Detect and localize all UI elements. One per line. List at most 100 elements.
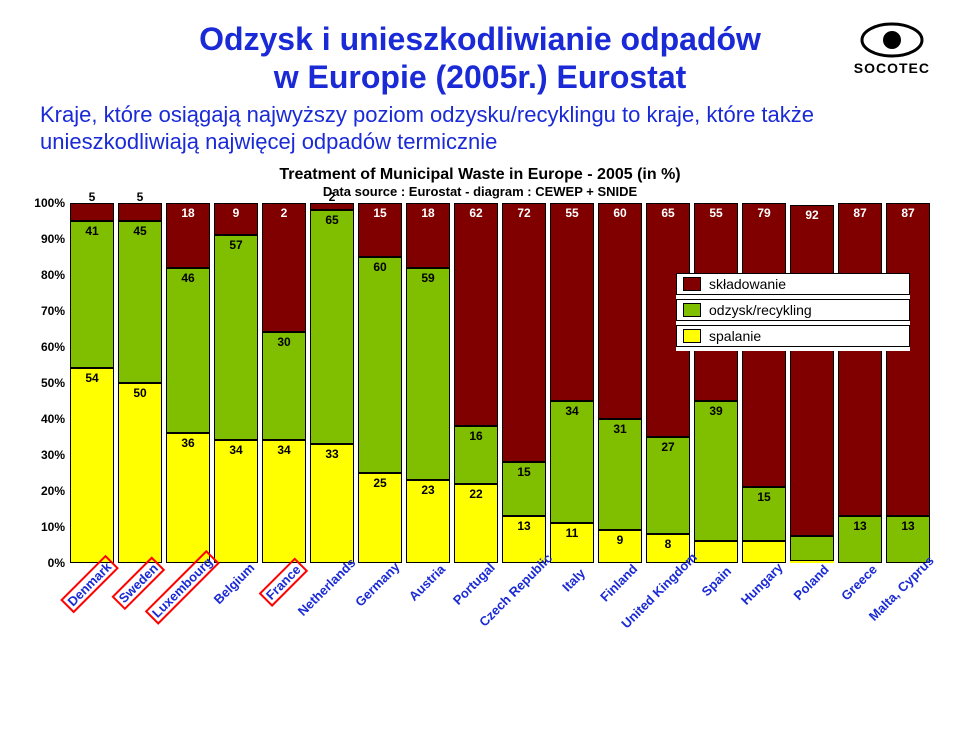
bar-greece: 01387 [838,203,882,563]
segment-incineration: 22 [454,484,498,563]
bar-portugal: 2216 62 [454,203,498,563]
segment-recycling: 31 [598,419,642,531]
segment-incineration: 34 [214,440,258,562]
bar-hungary: 61579 [742,203,786,563]
segment-value: 5 [119,190,161,204]
segment-recycling: 65 [310,210,354,444]
segment-value: 34 [551,404,593,418]
segment-value: 2 [263,206,305,220]
segment-recycling: 34 [550,401,594,523]
segment-value: 34 [263,443,305,457]
country-name: France [263,562,304,603]
plot-area: 5441550455364618345793430233652256015235… [70,203,930,563]
segment-value: 27 [647,440,689,454]
segment-value: 15 [359,206,401,220]
segment-landfill: 87 [886,203,930,516]
segment-landfill: 55 [550,203,594,401]
legend-label: odzysk/recykling [709,302,812,318]
segment-landfill: 87 [838,203,882,516]
title-line-1: Odzysk i unieszkodliwianie odpadów [20,20,940,58]
y-tick: 40% [41,412,65,426]
segment-recycling: 60 [358,257,402,473]
segment-landfill: 9 [214,203,258,235]
country-name: Finland [597,561,640,604]
segment-landfill: 92 [790,205,834,536]
segment-recycling: 13 [838,516,882,563]
segment-value: 8 [647,537,689,551]
segment-incineration: 9 [598,530,642,562]
subtitle: Kraje, które osiągają najwyższy poziom o… [40,101,920,156]
segment-value: 13 [839,519,881,533]
socotec-logo: SOCOTEC [854,20,930,76]
x-label: Italy [550,563,594,653]
segment-value: 36 [167,436,209,450]
segment-recycling: 57 [214,235,258,440]
x-label: Hungary [742,563,786,653]
x-label: Malta, Cyprus [886,563,930,653]
x-label: Belgium [214,563,258,653]
bar-sweden: 50455 [118,203,162,563]
x-label: Denmark [70,563,114,653]
segment-value: 60 [359,260,401,274]
segment-value: 39 [695,404,737,418]
segment-landfill: 15 [358,203,402,257]
segment-incineration: 25 [358,473,402,563]
segment-value: 2 [311,190,353,204]
bar-italy: 11 34 55 [550,203,594,563]
segment-incineration: 6 [742,541,786,563]
segment-value: 65 [647,206,689,220]
segment-landfill: 60 [598,203,642,419]
bar-united-kingdom: 8 27 65 [646,203,690,563]
segment-landfill: 18 [406,203,450,268]
segment-value: 62 [455,206,497,220]
x-label: Netherlands [310,563,354,653]
segment-value: 87 [839,206,881,220]
segment-value: 25 [359,476,401,490]
segment-landfill: 62 [454,203,498,426]
segment-incineration: 34 [262,440,306,562]
segment-incineration: 50 [118,383,162,563]
y-tick: 20% [41,484,65,498]
segment-landfill: 2 [310,203,354,210]
segment-value: 9 [599,533,641,547]
segment-recycling: 46 [166,268,210,434]
segment-value: 50 [119,386,161,400]
y-tick: 10% [41,520,65,534]
x-label: United Kingdom [646,563,690,653]
segment-recycling: 45 [118,221,162,383]
x-label: Czech Republic [502,563,546,653]
segment-value: 34 [215,443,257,457]
segment-recycling: 16 [454,426,498,484]
logo-text: SOCOTEC [854,60,930,76]
segment-recycling: 15 [502,462,546,516]
segment-value: 45 [119,224,161,238]
segment-recycling: 15 [742,487,786,541]
legend: składowanieodzysk/recyklingspalanie [676,273,910,351]
legend-swatch [683,303,701,317]
segment-incineration: 6 [694,541,738,563]
bar-belgium: 34 57 9 [214,203,258,563]
bar-france: 34302 [262,203,306,563]
segment-recycling: 41 [70,221,114,369]
segment-recycling: 7 [790,536,834,561]
legend-item-recycling: odzysk/recykling [676,299,910,321]
segment-value: 55 [551,206,593,220]
segment-value: 5 [71,190,113,204]
y-axis: 0%10%20%30%40%50%60%70%80%90%100% [20,203,65,563]
segment-value: 54 [71,371,113,385]
segment-value: 57 [215,238,257,252]
segment-value: 60 [599,206,641,220]
segment-value: 18 [167,206,209,220]
segment-value: 92 [791,208,833,222]
bar-germany: 25 60 15 [358,203,402,563]
segment-incineration: 36 [166,433,210,563]
segment-value: 18 [407,206,449,220]
country-name: Italy [559,565,588,594]
bar-czech-republic: 131572 [502,203,546,563]
country-name: Spain [698,563,734,599]
segment-value: 13 [503,519,545,533]
segment-value: 11 [551,526,593,540]
legend-item-incineration: spalanie [676,325,910,347]
legend-label: spalanie [709,328,761,344]
country-name: Hungary [738,560,786,608]
